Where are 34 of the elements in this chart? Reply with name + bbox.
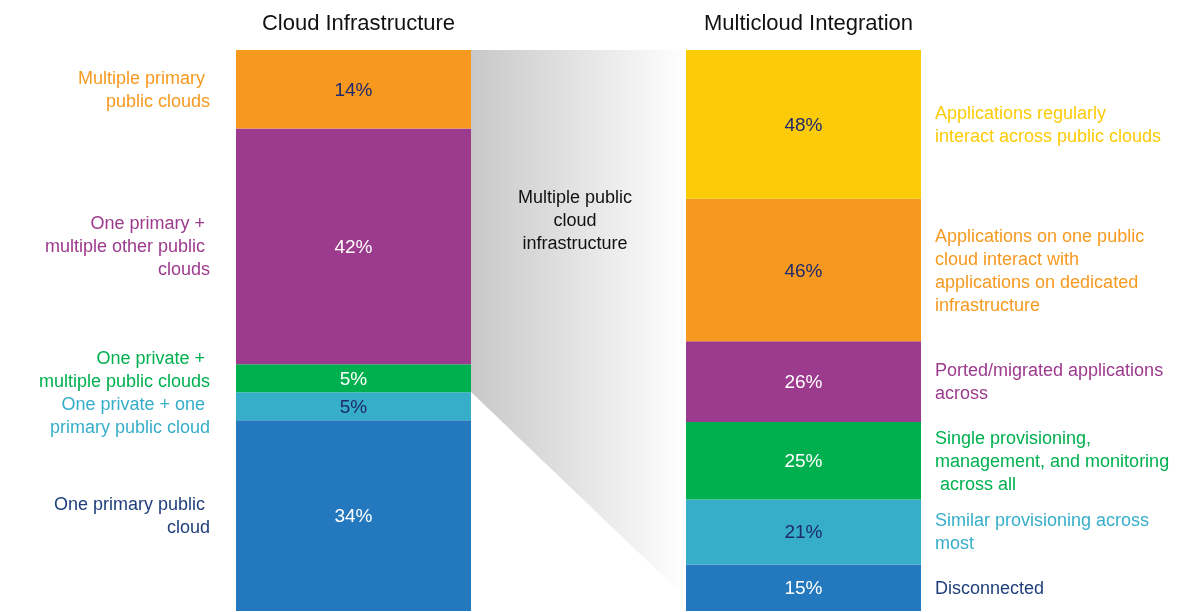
bar: [686, 564, 921, 611]
bar: [686, 198, 921, 342]
data-label: 15%: [784, 577, 823, 599]
series-label: Ported/migrated applications across: [935, 360, 1169, 404]
series-label: Applications regularly interact across public clouds: [935, 102, 1162, 146]
series-label: Applications on one public cloud interact with applications on dedicated infrastructure: [935, 225, 1150, 315]
bar: [236, 364, 471, 393]
data-label: 21%: [784, 521, 823, 543]
data-label: 5%: [339, 367, 368, 389]
chart-title: Cloud Infrastructure: [261, 9, 456, 35]
series-label: One primary public cloud: [53, 494, 210, 538]
bar: [236, 50, 471, 129]
series-label: One primary + multiple other public clouds: [44, 213, 210, 280]
data-label: 26%: [784, 371, 823, 393]
data-label: 14%: [334, 78, 373, 100]
series-label: One private + one primary public cloud: [49, 393, 210, 437]
data-label: 34%: [334, 505, 373, 527]
data-label: 5%: [339, 395, 368, 417]
chart-title: Multicloud Integration: [703, 9, 914, 35]
series-label: Single provisioning, management, and monitoring across all: [935, 427, 1170, 494]
series-label: Multiple primary public clouds: [77, 67, 210, 111]
bar: [236, 392, 471, 421]
series-label: Disconnected: [935, 577, 1045, 598]
bar: [686, 421, 921, 500]
data-label: 42%: [334, 235, 373, 257]
text: Multiple public cloud infrastructure: [516, 186, 634, 255]
data-label: 46%: [784, 259, 823, 281]
bar: [686, 341, 921, 422]
data-label: 25%: [784, 450, 823, 472]
bar: [686, 499, 921, 565]
data-label: 48%: [784, 113, 823, 135]
series-label: Similar provisioning across most: [935, 510, 1155, 554]
series-label: One private + multiple public clouds: [38, 347, 210, 391]
bar: [686, 50, 921, 199]
